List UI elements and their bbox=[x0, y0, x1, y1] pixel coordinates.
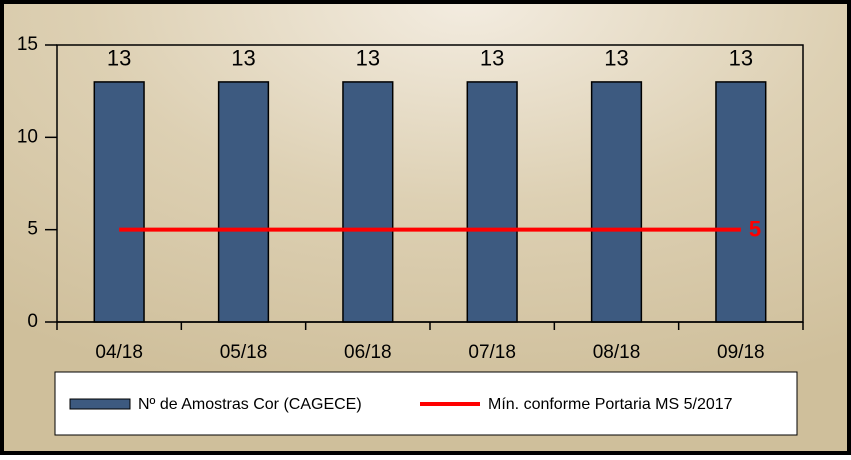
bar bbox=[217, 81, 270, 323]
data-label: 5 bbox=[749, 216, 761, 241]
y-tick-label: 5 bbox=[27, 219, 38, 240]
bar bbox=[93, 81, 145, 323]
bar bbox=[715, 81, 767, 323]
y-tick-label: 15 bbox=[17, 34, 38, 55]
data-label: 13 bbox=[480, 46, 504, 71]
x-tick-label: 07/18 bbox=[468, 342, 516, 363]
y-tick-label: 10 bbox=[17, 126, 38, 147]
data-label: 13 bbox=[231, 46, 255, 71]
data-label: 13 bbox=[356, 46, 380, 71]
data-label: 13 bbox=[107, 46, 131, 71]
legend-swatch bbox=[69, 398, 131, 410]
bar bbox=[342, 81, 394, 323]
y-tick-label: 0 bbox=[27, 311, 38, 332]
bar bbox=[590, 81, 643, 323]
x-tick-label: 04/18 bbox=[95, 342, 143, 363]
x-tick-label: 09/18 bbox=[717, 342, 765, 363]
x-tick-label: 05/18 bbox=[220, 342, 268, 363]
legend-label: Mín. conforme Portaria MS 5/2017 bbox=[488, 396, 733, 413]
data-label: 13 bbox=[604, 46, 628, 71]
bar bbox=[466, 81, 518, 323]
x-tick-label: 06/18 bbox=[344, 342, 392, 363]
x-tick-label: 08/18 bbox=[593, 342, 641, 363]
legend-label: Nº de Amostras Cor (CAGECE) bbox=[138, 396, 362, 413]
data-label: 13 bbox=[729, 46, 753, 71]
